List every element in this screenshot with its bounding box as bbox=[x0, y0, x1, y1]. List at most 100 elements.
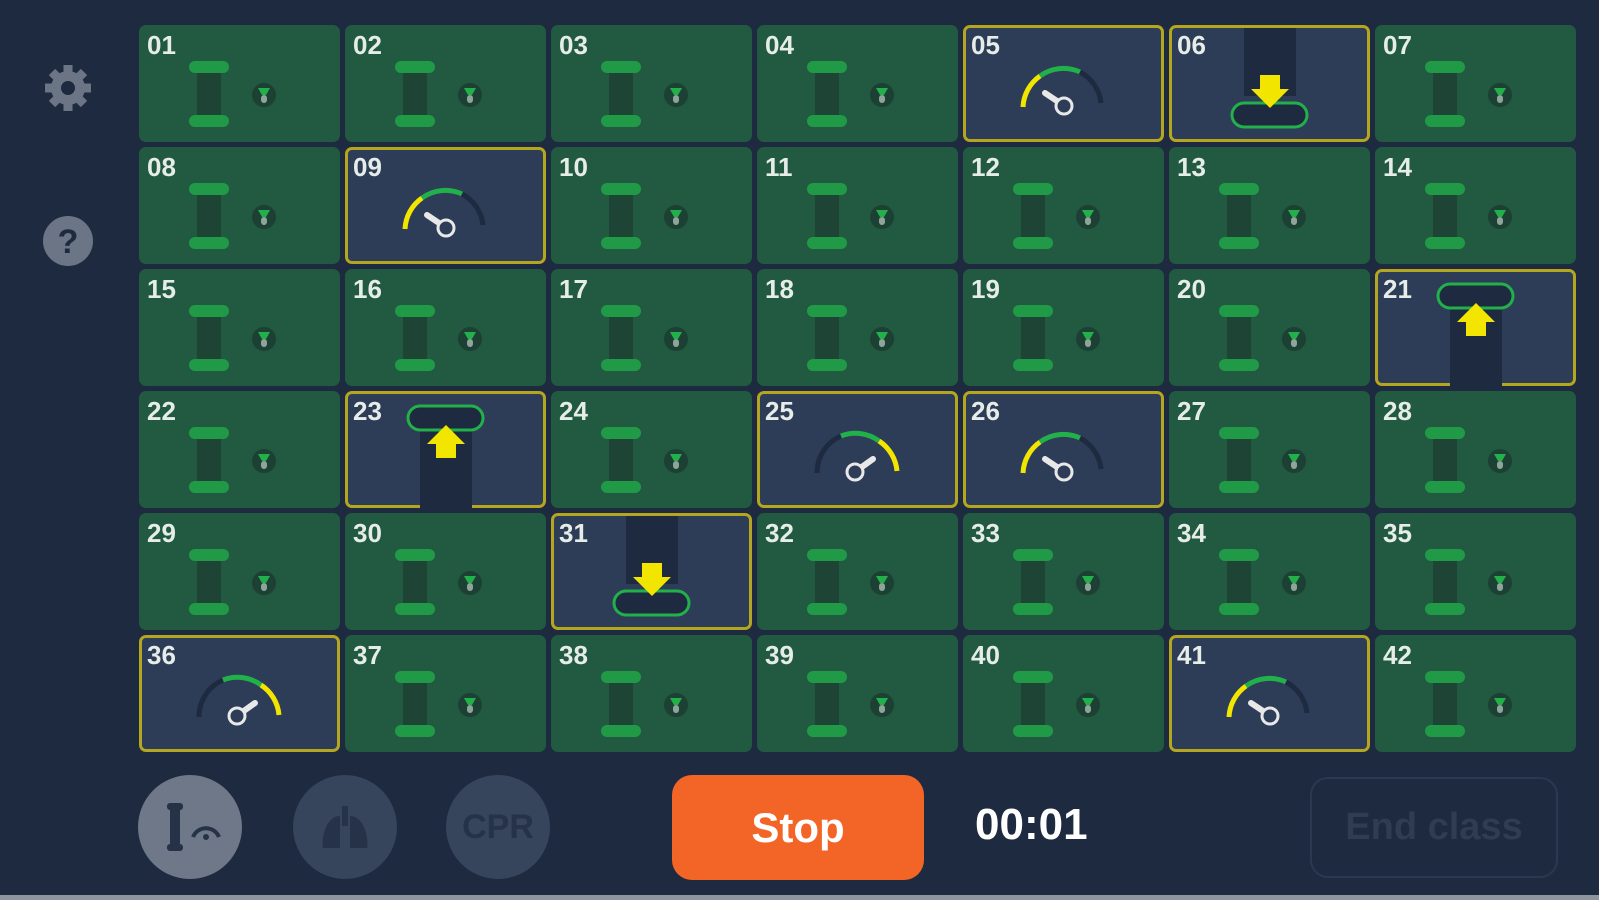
manikin-grid: 01 02 03 04 05 06 07 bbox=[139, 25, 1579, 755]
manikin-number: 06 bbox=[1177, 30, 1206, 60]
manikin-number: 34 bbox=[1177, 518, 1206, 548]
help-icon[interactable]: ? bbox=[40, 213, 96, 269]
manikin-cell-04[interactable]: 04 bbox=[757, 25, 958, 142]
bottom-divider bbox=[0, 895, 1599, 900]
manikin-number: 37 bbox=[353, 640, 382, 670]
manikin-cell-33[interactable]: 33 bbox=[963, 513, 1164, 630]
manikin-cell-31[interactable]: 31 bbox=[551, 513, 752, 630]
manikin-number: 25 bbox=[765, 396, 794, 426]
manikin-cell-18[interactable]: 18 bbox=[757, 269, 958, 386]
manikin-cell-07[interactable]: 07 bbox=[1375, 25, 1576, 142]
manikin-number: 04 bbox=[765, 30, 794, 60]
manikin-number: 38 bbox=[559, 640, 588, 670]
manikin-ok-icon bbox=[189, 427, 276, 493]
manikin-number: 05 bbox=[971, 30, 1000, 60]
manikin-number: 36 bbox=[147, 640, 176, 670]
manikin-cell-19[interactable]: 19 bbox=[963, 269, 1164, 386]
stop-button[interactable]: Stop bbox=[672, 775, 924, 880]
manikin-cell-06[interactable]: 06 bbox=[1169, 25, 1370, 142]
manikin-cell-40[interactable]: 40 bbox=[963, 635, 1164, 752]
end-class-button[interactable]: End class bbox=[1310, 777, 1558, 878]
manikin-cell-29[interactable]: 29 bbox=[139, 513, 340, 630]
manikin-number: 24 bbox=[559, 396, 588, 426]
manikin-ok-icon bbox=[1013, 183, 1100, 249]
manikin-cell-30[interactable]: 30 bbox=[345, 513, 546, 630]
push-down-arrow-icon bbox=[1230, 28, 1309, 129]
manikin-number: 19 bbox=[971, 274, 1000, 304]
manikin-ok-icon bbox=[189, 183, 276, 249]
manikin-number: 10 bbox=[559, 152, 588, 182]
manikin-ok-icon bbox=[1219, 305, 1306, 371]
manikin-ok-icon bbox=[1013, 549, 1100, 615]
manikin-ok-icon bbox=[395, 305, 482, 371]
manikin-cell-09[interactable]: 09 bbox=[345, 147, 546, 264]
manikin-number: 42 bbox=[1383, 640, 1412, 670]
manikin-ok-icon bbox=[189, 61, 276, 127]
gauge-icon bbox=[196, 674, 282, 726]
manikin-cell-22[interactable]: 22 bbox=[139, 391, 340, 508]
manikin-cell-20[interactable]: 20 bbox=[1169, 269, 1370, 386]
manikin-cell-41[interactable]: 41 bbox=[1169, 635, 1370, 752]
manikin-cell-32[interactable]: 32 bbox=[757, 513, 958, 630]
manikin-cell-23[interactable]: 23 bbox=[345, 391, 546, 508]
gauge-icon bbox=[1226, 675, 1310, 726]
manikin-number: 26 bbox=[971, 396, 1000, 426]
manikin-cell-15[interactable]: 15 bbox=[139, 269, 340, 386]
manikin-cell-01[interactable]: 01 bbox=[139, 25, 340, 142]
manikin-number: 31 bbox=[559, 518, 588, 548]
manikin-number: 39 bbox=[765, 640, 794, 670]
manikin-number: 13 bbox=[1177, 152, 1206, 182]
manikin-ok-icon bbox=[395, 549, 482, 615]
manikin-ok-icon bbox=[601, 671, 688, 737]
cpr-mode-button[interactable]: CPR bbox=[446, 775, 550, 879]
manikin-cell-12[interactable]: 12 bbox=[963, 147, 1164, 264]
manikin-number: 07 bbox=[1383, 30, 1412, 60]
manikin-cell-02[interactable]: 02 bbox=[345, 25, 546, 142]
settings-gear-icon[interactable] bbox=[40, 60, 96, 116]
manikin-cell-21[interactable]: 21 bbox=[1375, 269, 1576, 386]
manikin-cell-26[interactable]: 26 bbox=[963, 391, 1164, 508]
push-down-arrow-icon bbox=[612, 516, 691, 617]
svg-text:?: ? bbox=[58, 223, 79, 261]
compression-mode-button[interactable] bbox=[138, 775, 242, 879]
manikin-ok-icon bbox=[807, 183, 894, 249]
manikin-cell-28[interactable]: 28 bbox=[1375, 391, 1576, 508]
manikin-ok-icon bbox=[189, 305, 276, 371]
gauge-icon bbox=[814, 430, 900, 482]
manikin-ok-icon bbox=[1219, 183, 1306, 249]
manikin-number: 29 bbox=[147, 518, 176, 548]
manikin-number: 32 bbox=[765, 518, 794, 548]
manikin-cell-35[interactable]: 35 bbox=[1375, 513, 1576, 630]
ventilation-mode-button[interactable] bbox=[293, 775, 397, 879]
release-up-arrow-icon bbox=[1436, 282, 1515, 386]
manikin-cell-11[interactable]: 11 bbox=[757, 147, 958, 264]
manikin-cell-24[interactable]: 24 bbox=[551, 391, 752, 508]
manikin-cell-27[interactable]: 27 bbox=[1169, 391, 1370, 508]
manikin-cell-42[interactable]: 42 bbox=[1375, 635, 1576, 752]
manikin-cell-14[interactable]: 14 bbox=[1375, 147, 1576, 264]
manikin-cell-03[interactable]: 03 bbox=[551, 25, 752, 142]
manikin-cell-17[interactable]: 17 bbox=[551, 269, 752, 386]
manikin-cell-37[interactable]: 37 bbox=[345, 635, 546, 752]
manikin-number: 16 bbox=[353, 274, 382, 304]
manikin-cell-13[interactable]: 13 bbox=[1169, 147, 1370, 264]
manikin-cell-39[interactable]: 39 bbox=[757, 635, 958, 752]
manikin-cell-25[interactable]: 25 bbox=[757, 391, 958, 508]
manikin-ok-icon bbox=[807, 61, 894, 127]
manikin-number: 33 bbox=[971, 518, 1000, 548]
manikin-ok-icon bbox=[807, 305, 894, 371]
gauge-icon bbox=[1020, 431, 1104, 482]
manikin-cell-34[interactable]: 34 bbox=[1169, 513, 1370, 630]
manikin-cell-36[interactable]: 36 bbox=[139, 635, 340, 752]
manikin-number: 08 bbox=[147, 152, 176, 182]
manikin-number: 23 bbox=[353, 396, 382, 426]
manikin-cell-05[interactable]: 05 bbox=[963, 25, 1164, 142]
manikin-cell-10[interactable]: 10 bbox=[551, 147, 752, 264]
manikin-number: 14 bbox=[1383, 152, 1412, 182]
manikin-cell-38[interactable]: 38 bbox=[551, 635, 752, 752]
manikin-ok-icon bbox=[1425, 61, 1512, 127]
manikin-ok-icon bbox=[1425, 549, 1512, 615]
manikin-cell-08[interactable]: 08 bbox=[139, 147, 340, 264]
manikin-number: 28 bbox=[1383, 396, 1412, 426]
manikin-cell-16[interactable]: 16 bbox=[345, 269, 546, 386]
